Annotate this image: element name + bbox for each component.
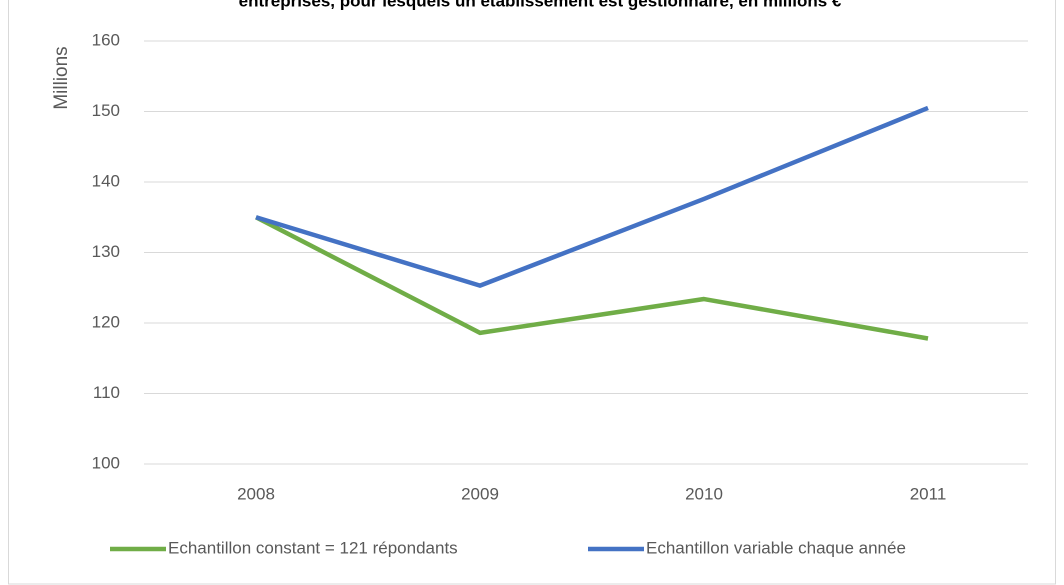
y-tick-label: 100 — [92, 453, 120, 472]
x-tick-label: 2010 — [685, 484, 723, 503]
legend-label: Echantillon constant = 121 répondants — [168, 538, 458, 557]
y-tick-label: 120 — [92, 312, 120, 331]
y-axis-label: Millions — [51, 46, 72, 109]
line-series — [254, 215, 929, 341]
legend-label: Echantillon variable chaque année — [646, 538, 906, 557]
y-tick-label: 140 — [92, 171, 120, 190]
chart-frame — [8, 0, 1056, 585]
y-tick-label: 150 — [92, 101, 120, 120]
y-tick-label: 160 — [92, 30, 120, 49]
chart-title: entreprises, pour lesquels un établissem… — [239, 0, 842, 10]
x-tick-label: 2008 — [237, 484, 275, 503]
y-tick-label: 130 — [92, 242, 120, 261]
x-tick-label: 2011 — [910, 484, 947, 503]
line-series — [255, 105, 929, 288]
x-tick-label: 2009 — [461, 484, 499, 503]
y-tick-label: 110 — [93, 383, 120, 402]
